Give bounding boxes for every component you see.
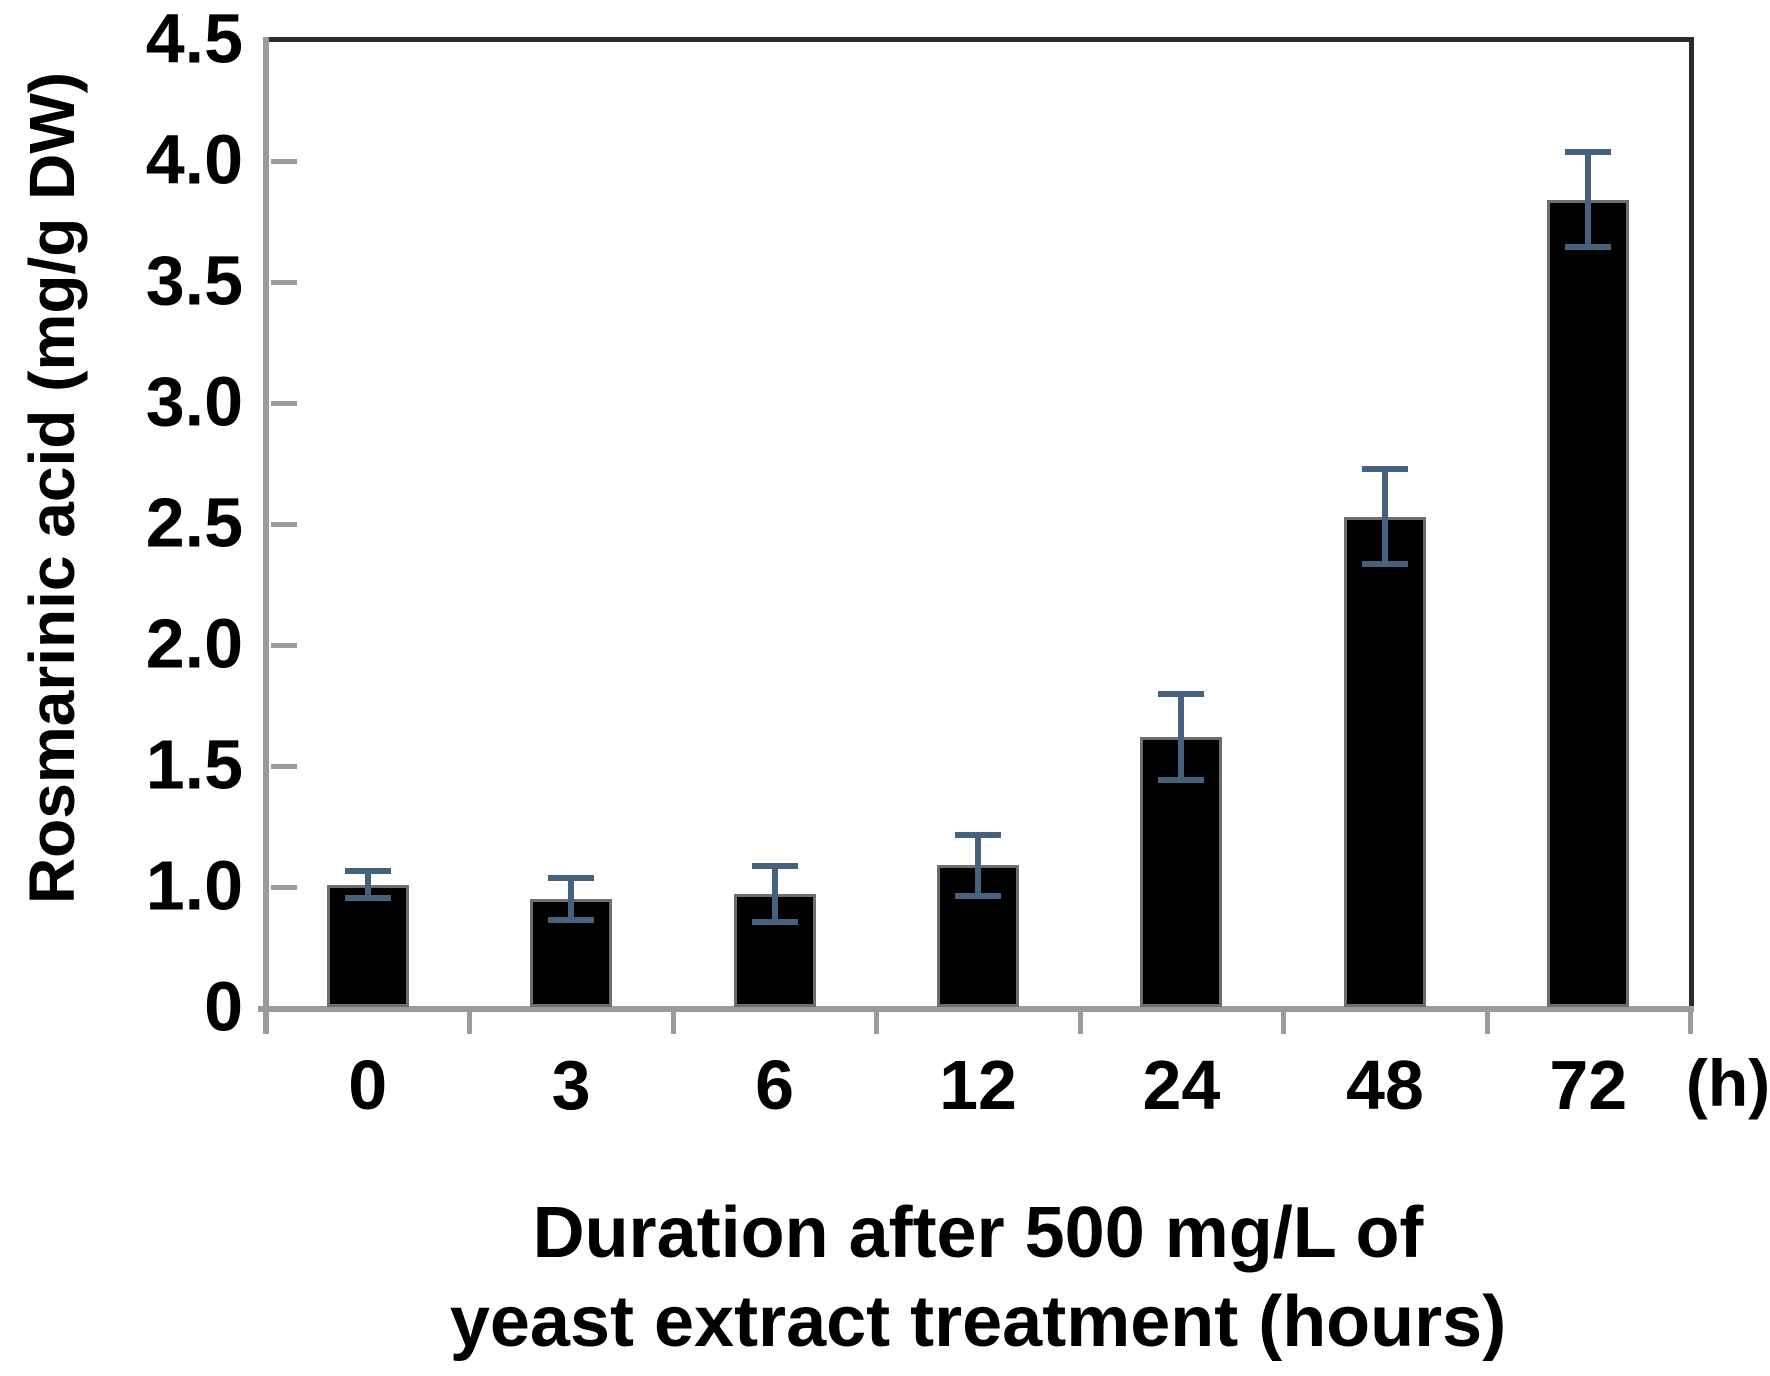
- y-tick-mark: [271, 764, 297, 769]
- error-bar-line: [1585, 151, 1592, 249]
- y-tick-label: 3.5: [145, 241, 243, 320]
- y-tick-mark: [271, 159, 297, 164]
- error-bar-cap-bottom: [955, 892, 1001, 899]
- y-axis-title: Rosmarinic acid (mg/g DW): [16, 71, 88, 905]
- error-bar-cap-top: [1361, 466, 1408, 473]
- x-tick-label: 72: [1549, 1046, 1628, 1124]
- y-tick-label: 3.0: [145, 362, 243, 441]
- x-axis-line: [258, 1006, 1694, 1012]
- error-bar-cap-top: [1565, 149, 1612, 156]
- error-bar-cap-bottom: [344, 895, 391, 902]
- x-tick-mark: [1281, 1012, 1287, 1034]
- x-tick-mark: [1077, 1012, 1083, 1034]
- error-bar-cap-bottom: [1565, 244, 1612, 251]
- x-tick-mark: [264, 1012, 269, 1034]
- error-bar-line: [975, 833, 981, 897]
- x-tick-label: 12: [939, 1046, 1017, 1124]
- x-tick-mark: [467, 1012, 473, 1034]
- y-tick-label: 1.0: [145, 846, 243, 925]
- y-tick-mark: [271, 401, 297, 406]
- plot-border-top: [263, 37, 1694, 42]
- x-tick-label: 6: [755, 1046, 795, 1124]
- plot-border-right: [1689, 37, 1694, 1012]
- x-tick-label: 48: [1345, 1046, 1424, 1124]
- x-axis-title-line2: yeast extract treatment (hours): [449, 1282, 1507, 1362]
- error-bar-cap-top: [548, 875, 595, 882]
- error-bar-cap-bottom: [1158, 776, 1205, 783]
- x-axis-title-line1: Duration after 500 mg/L of: [532, 1193, 1424, 1273]
- x-tick-label: 24: [1142, 1046, 1221, 1124]
- y-tick-label: 4.5: [145, 0, 243, 78]
- y-tick-mark: [271, 280, 297, 285]
- y-tick-label: 4.0: [145, 120, 243, 199]
- error-bar-line: [771, 865, 778, 924]
- error-bar-line: [364, 870, 371, 900]
- bar: [1547, 199, 1630, 1007]
- y-tick-mark: [271, 522, 297, 527]
- error-bar-line: [1178, 693, 1185, 781]
- x-tick-label: 0: [348, 1046, 388, 1124]
- error-bar-line: [1381, 468, 1388, 566]
- x-tick-mark: [874, 1012, 880, 1034]
- x-tick-mark: [1484, 1012, 1490, 1034]
- error-bar-cap-top: [751, 863, 798, 870]
- error-bar-line: [568, 877, 575, 921]
- y-tick-label: 1.5: [145, 725, 243, 804]
- y-axis-line: [263, 37, 269, 1034]
- y-tick-label: 0: [204, 967, 243, 1046]
- y-tick-mark: [271, 643, 297, 648]
- error-bar-cap-bottom: [751, 919, 798, 926]
- x-axis-unit-label: (h): [1685, 1046, 1770, 1120]
- bar: [326, 884, 409, 1007]
- x-tick-label: 3: [551, 1046, 591, 1124]
- x-tick-mark: [1688, 1012, 1693, 1034]
- error-bar-cap-top: [955, 831, 1001, 838]
- error-bar-cap-top: [344, 868, 391, 875]
- y-tick-mark: [271, 885, 297, 890]
- bar: [1343, 516, 1426, 1007]
- error-bar-cap-top: [1158, 691, 1205, 698]
- error-bar-cap-bottom: [548, 916, 595, 923]
- y-tick-label: 2.0: [145, 604, 243, 683]
- x-axis-title: Duration after 500 mg/L of yeast extract…: [266, 1189, 1690, 1367]
- error-bar-cap-bottom: [1361, 561, 1408, 568]
- x-tick-mark: [670, 1012, 676, 1034]
- y-tick-label: 2.5: [145, 483, 243, 562]
